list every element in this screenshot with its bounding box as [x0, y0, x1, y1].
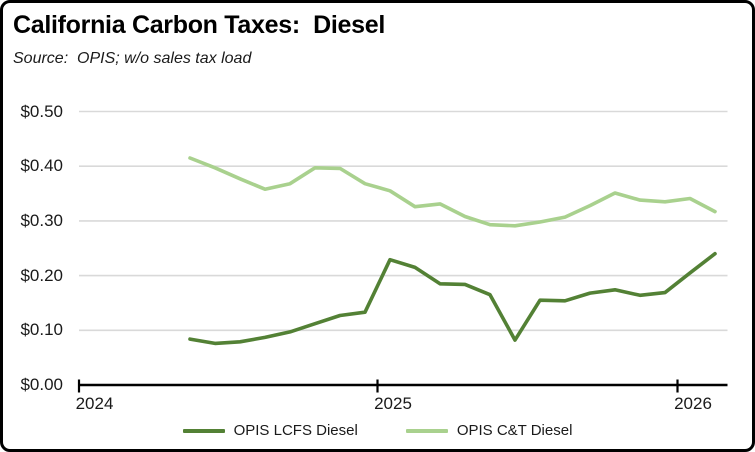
legend-item-lcfs-diesel: OPIS LCFS Diesel	[182, 422, 358, 439]
y-axis-tick-label: $0.10	[20, 320, 63, 340]
ct-line-swatch	[405, 428, 448, 433]
lcfs-line-swatch	[182, 428, 225, 433]
y-axis-tick-label: $0.50	[20, 101, 63, 121]
x-axis-year-label: 2026	[674, 394, 712, 413]
lcfs-diesel-line	[188, 251, 717, 346]
y-axis-tick-label: $0.00	[20, 375, 63, 394]
ct-diesel-line	[188, 156, 717, 228]
chart-plot-area	[77, 110, 728, 393]
y-axis-tick-label: $0.30	[20, 210, 63, 230]
legend-item-ct-diesel: OPIS C&T Diesel	[405, 422, 573, 439]
chart-title: California Carbon Taxes: Diesel	[13, 11, 385, 39]
y-axis-tick-label: $0.40	[20, 156, 63, 176]
x-axis-year-label: 2024	[75, 394, 114, 413]
legend-label-lcfs-diesel: OPIS LCFS Diesel	[233, 422, 358, 439]
chart-source-subtitle: Source: OPIS; w/o sales tax load	[13, 50, 252, 67]
y-axis-tick-label: $0.20	[20, 265, 63, 285]
chart-legend: OPIS LCFS Diesel OPIS C&T Diesel	[3, 422, 752, 439]
x-axis-year-label: 2025	[374, 394, 412, 413]
legend-label-ct-diesel: OPIS C&T Diesel	[456, 422, 573, 439]
